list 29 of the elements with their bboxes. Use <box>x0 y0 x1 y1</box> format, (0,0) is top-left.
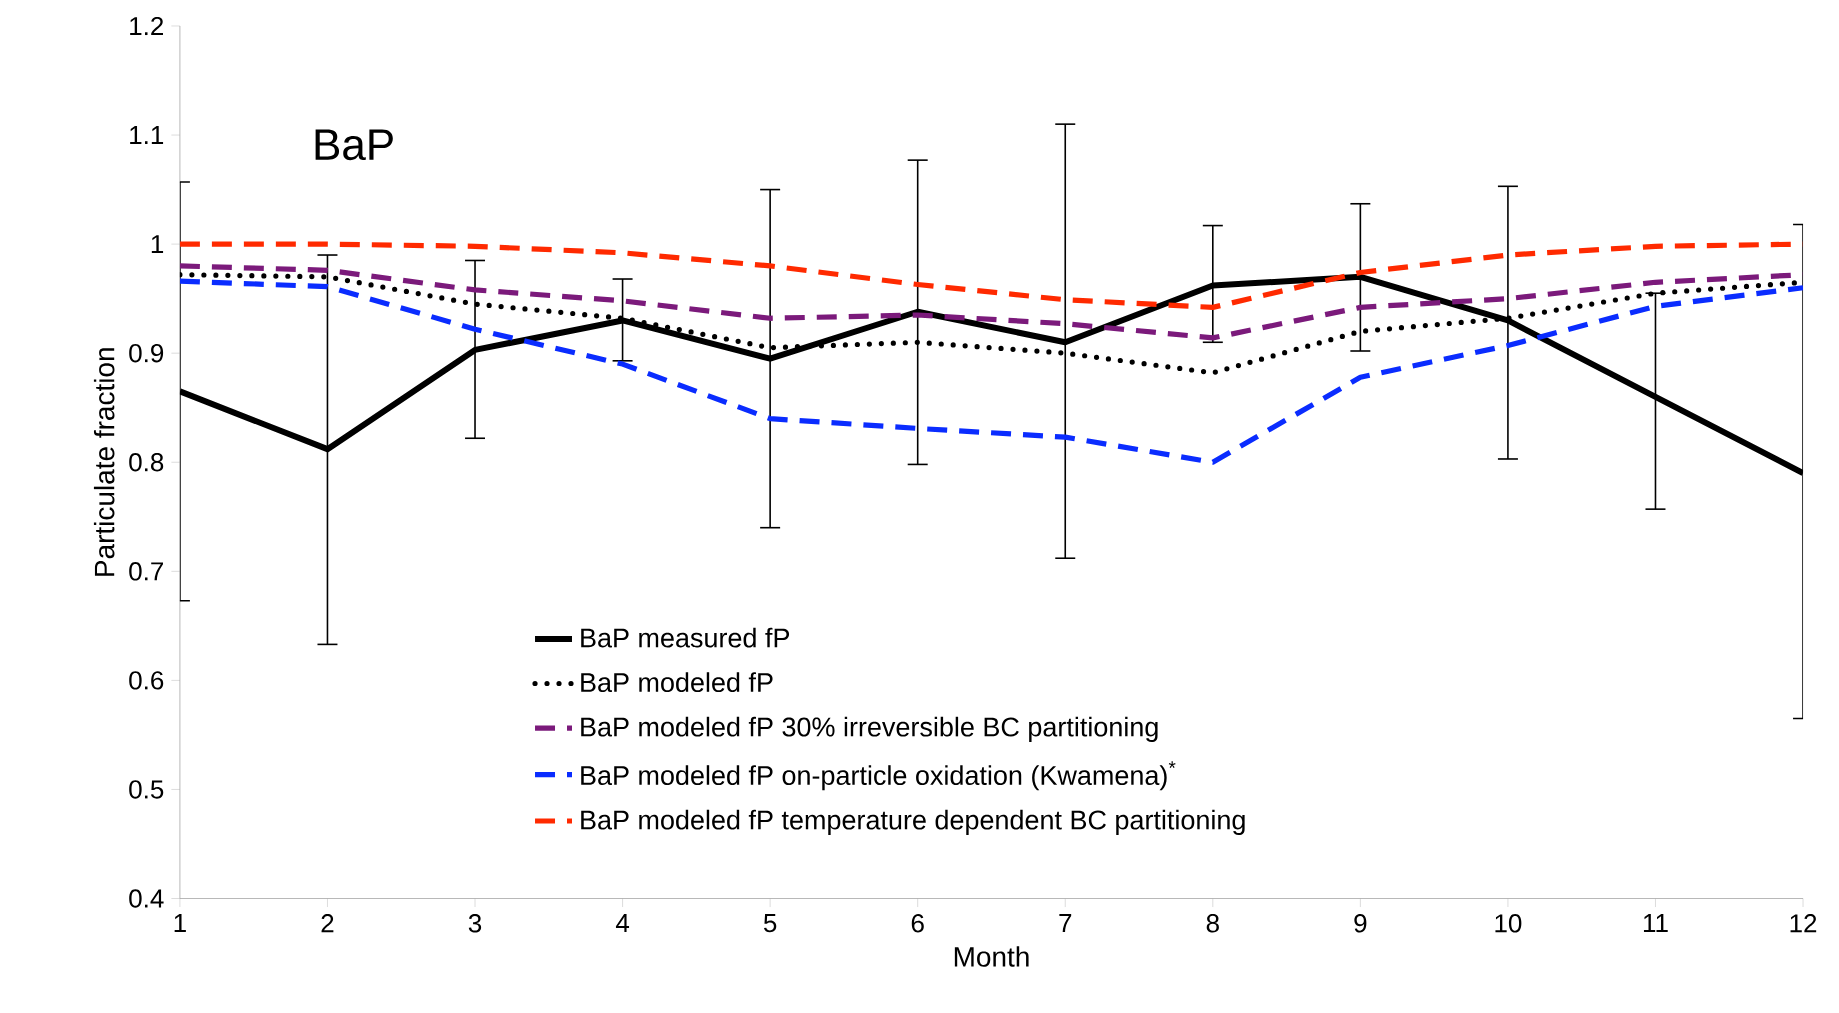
x-tick-label: 10 <box>1495 913 1522 933</box>
x-tick-label: 6 <box>911 913 924 933</box>
y-tick-label: 1.2 <box>130 16 163 35</box>
x-tick-label: 12 <box>1790 913 1817 933</box>
y-tick-label: 0.7 <box>129 561 163 581</box>
y-tick-label: 0.6 <box>129 670 164 690</box>
y-tick-label: 0.9 <box>129 343 164 363</box>
x-tick-label: 11 <box>1643 913 1668 932</box>
y-tick-label: 0.5 <box>129 780 164 799</box>
x-tick-label: 7 <box>1059 913 1072 932</box>
y-tick-label: 0.4 <box>129 889 164 908</box>
y-tick-label: 1.1 <box>130 125 164 144</box>
text: BaP <box>315 129 393 160</box>
x-tick-label: 4 <box>615 913 630 932</box>
legend-label: BaP modeled fP on-particle oxidation (Kwamena)$^{*}$ <box>581 761 1176 791</box>
legend-label: BaP modeled fP <box>581 672 773 692</box>
legend-label: BaP modeled fP 30% irreversible BC partitioning <box>581 716 1158 742</box>
x-tick-label: 5 <box>763 913 777 933</box>
x-tick-label: 2 <box>321 913 334 933</box>
x-tick-label: 3 <box>468 913 482 933</box>
y-axis-title: Particulate fraction <box>93 348 115 576</box>
x-axis-title: Month <box>954 946 1029 967</box>
y-tick-label: 0.8 <box>129 452 164 472</box>
x-tick-label: 9 <box>1354 913 1367 933</box>
y-tick-label: 1 <box>151 234 164 253</box>
x-tick-label: 1 <box>174 913 186 932</box>
x-tick-label: 8 <box>1206 913 1219 933</box>
legend-label: BaP modeled fP temperature dependent BC partitioning <box>581 809 1245 835</box>
legend-label: BaP measured fP <box>581 627 790 648</box>
